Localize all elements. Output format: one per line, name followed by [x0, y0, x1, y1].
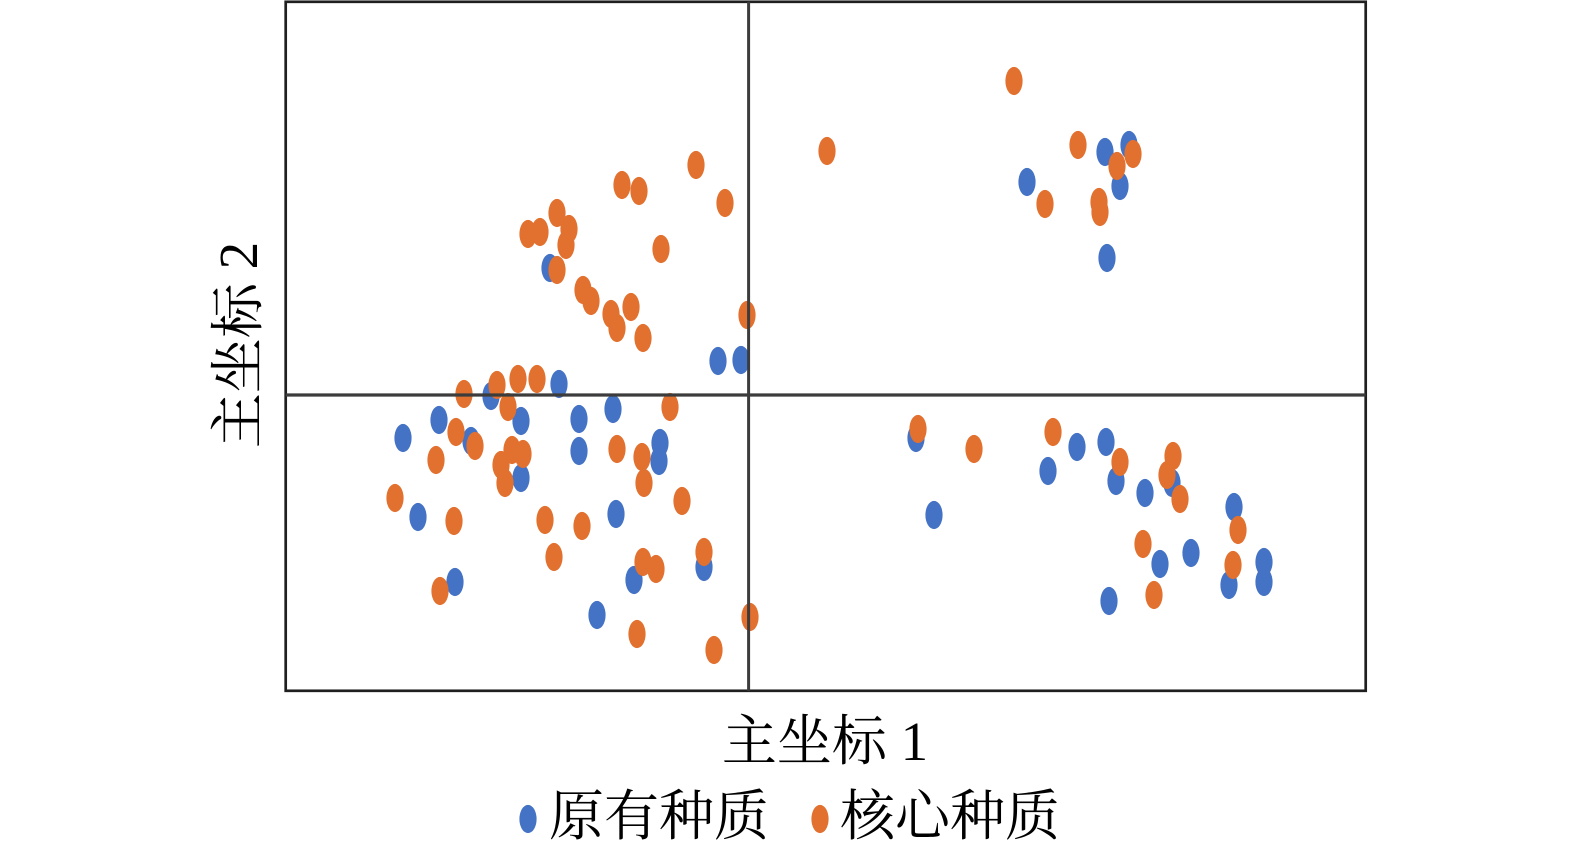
svg-text:原有种质: 原有种质 [549, 786, 769, 846]
svg-text:主坐标 2: 主坐标 2 [208, 242, 269, 448]
svg-text:主坐标 1: 主坐标 1 [722, 711, 928, 772]
svg-text:核心种质: 核心种质 [840, 786, 1060, 846]
